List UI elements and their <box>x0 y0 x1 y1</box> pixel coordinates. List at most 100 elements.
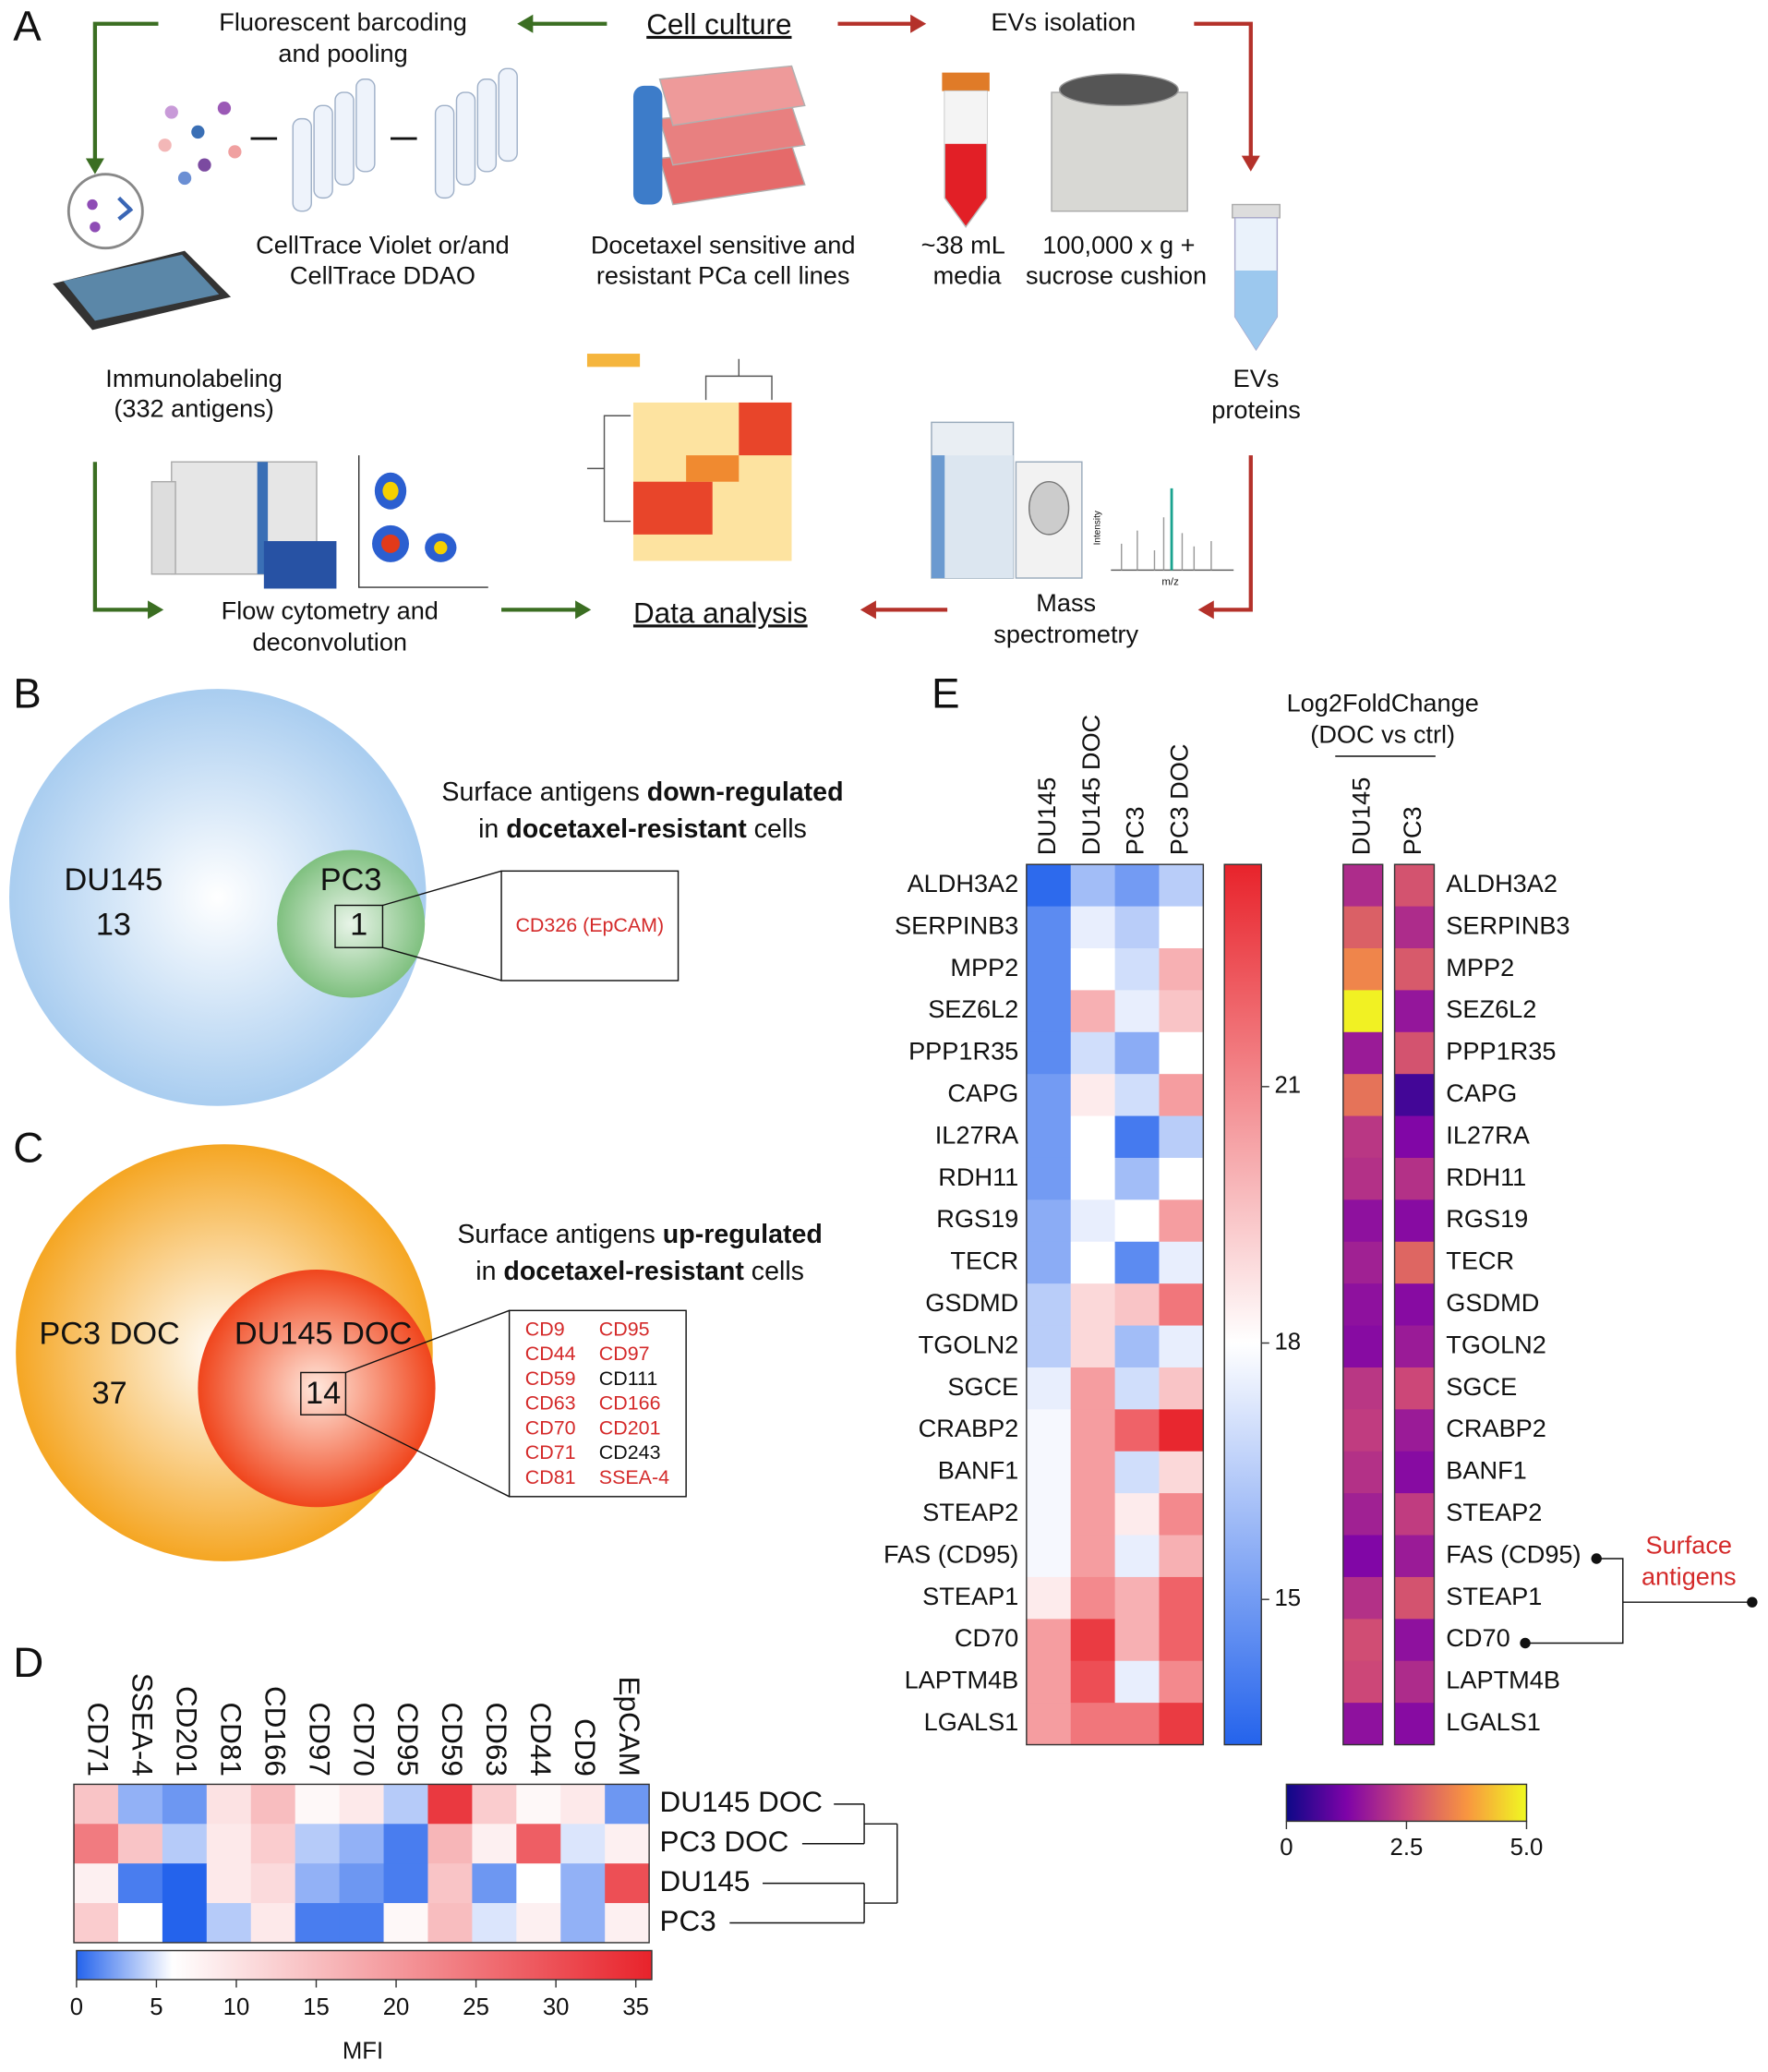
bracket-dot <box>1591 1553 1602 1564</box>
annotation-part: cells <box>744 1256 804 1285</box>
heatmap-cell <box>1070 1451 1116 1494</box>
heatmap-cell <box>206 1784 252 1825</box>
heatmap-cell <box>1114 1325 1160 1368</box>
step-text: Docetaxel sensitive and <box>591 230 856 259</box>
heatmap-cell <box>1159 1535 1204 1578</box>
count-box <box>300 1371 347 1415</box>
heatmap-cell <box>1159 1199 1204 1243</box>
row-label: LAPTM4B <box>1446 1666 1560 1694</box>
heatmap-cell <box>295 1903 341 1944</box>
column-label: PC3 <box>1121 806 1149 855</box>
heatmap-cell <box>1070 1241 1116 1284</box>
row-label: DU145 DOC <box>660 1786 823 1818</box>
arrow <box>92 462 150 612</box>
heatmap-cell <box>1026 947 1072 991</box>
heatmap-cell <box>162 1863 208 1904</box>
heatmap-cell <box>1114 1031 1160 1075</box>
antigen: CD63 <box>525 1392 576 1415</box>
step-text: Flow cytometry and <box>222 596 439 624</box>
step-text: CellTrace Violet or/and <box>256 230 510 259</box>
arrowhead <box>1241 155 1260 172</box>
annotation: in docetaxel-resistant cells <box>475 1256 804 1285</box>
step-text: deconvolution <box>253 628 407 657</box>
antigen: CD59 <box>525 1367 576 1390</box>
row-label: SGCE <box>1446 1372 1517 1401</box>
cytometer-icon <box>150 461 337 589</box>
heatmap-cell <box>1070 864 1116 908</box>
heatmap-cell <box>560 1824 606 1864</box>
step-text: Mass <box>1036 588 1096 617</box>
heatmap-cell <box>516 1784 561 1825</box>
heatmap-cell <box>117 1903 163 1944</box>
callout-line <box>382 870 502 982</box>
step-text: spectrometry <box>993 620 1138 648</box>
row-label: SGCE <box>947 1372 1018 1401</box>
heatmap-cell <box>339 1903 384 1944</box>
heatmap-cell <box>1159 906 1204 949</box>
heatmap-cell <box>427 1784 473 1825</box>
heatmap-cell <box>1114 1703 1160 1745</box>
heatmap-cell <box>472 1784 517 1825</box>
tubes-icon <box>292 67 518 212</box>
column-label: CD81 <box>214 1702 247 1776</box>
fold-change-cell <box>1342 1535 1383 1578</box>
heatmap-cell <box>1159 1576 1204 1620</box>
step-text: and pooling <box>278 39 407 67</box>
panel-label: C <box>13 1124 43 1171</box>
fold-change-cell <box>1342 1241 1383 1284</box>
heatmap-cell <box>1026 1157 1072 1200</box>
row-label: CRABP2 <box>919 1414 1019 1442</box>
heatmap-cell <box>427 1903 473 1944</box>
flasks-icon <box>632 65 806 206</box>
heatmap-border <box>1026 863 1205 1746</box>
ev-tube-icon <box>1232 203 1281 352</box>
tick-label: 15 <box>1275 1585 1302 1611</box>
fold-change-cell <box>1342 1451 1383 1494</box>
row-label: FAS (CD95) <box>884 1539 1018 1568</box>
heatmap-cell <box>1026 1619 1072 1662</box>
heatmap-cell <box>1159 1241 1204 1284</box>
row-label: IL27RA <box>935 1120 1019 1149</box>
fold-change-cell <box>1394 1409 1435 1452</box>
panel-c: C PC3 DOC 37 DU145 DOC 14 Surface antige… <box>13 1124 823 1561</box>
heatmap-cell <box>1159 1074 1204 1117</box>
fold-change-cell <box>1342 1576 1383 1620</box>
heatmap-cell <box>1026 990 1072 1033</box>
step-text: resistant PCa cell lines <box>596 260 850 289</box>
row-label: STEAP2 <box>1446 1498 1542 1526</box>
spectrum-icon <box>1111 488 1234 572</box>
heatmap-cell <box>1114 1451 1160 1494</box>
heatmap-cell <box>1159 1409 1204 1452</box>
heatmap-cell <box>1070 1115 1116 1159</box>
fold-change-cell <box>1394 1074 1435 1117</box>
heatmap-cell <box>1026 1367 1072 1410</box>
row-label: PPP1R35 <box>908 1037 1018 1066</box>
row-label: PC3 DOC <box>660 1825 789 1858</box>
tick-label: 5 <box>150 1994 162 2020</box>
scatter-icon <box>358 455 488 588</box>
annotation: Surface antigens down-regulated <box>441 777 843 807</box>
row-label: CD70 <box>1446 1623 1509 1652</box>
heatmap-border <box>1342 863 1384 1746</box>
icons <box>53 65 1281 589</box>
heatmap-cell <box>1159 1367 1204 1410</box>
heatmap-cell <box>339 1824 384 1864</box>
column-label: DU145 <box>1346 777 1375 855</box>
heatmap-cell <box>1026 1576 1072 1620</box>
heatmap-cell <box>1114 1619 1160 1662</box>
annotation-part: docetaxel-resistant <box>503 1256 744 1285</box>
column-label: CD9 <box>569 1718 601 1777</box>
heatmap-cell <box>1114 1157 1160 1200</box>
heatmap-cell <box>117 1863 163 1904</box>
fold-change-cell <box>1394 1241 1435 1284</box>
antigen: CD81 <box>525 1466 576 1488</box>
callout-text: CD326 (EpCAM) <box>515 914 664 936</box>
heatmap-cell <box>1159 1115 1204 1159</box>
axis-label: Intensity <box>1093 511 1103 545</box>
arrowhead <box>517 14 534 33</box>
antigen: CD70 <box>525 1416 576 1439</box>
arrowhead <box>575 600 592 620</box>
heatmap-cell <box>1026 1409 1072 1452</box>
row-label: MPP2 <box>950 953 1018 982</box>
fold-change-cell <box>1394 1660 1435 1704</box>
